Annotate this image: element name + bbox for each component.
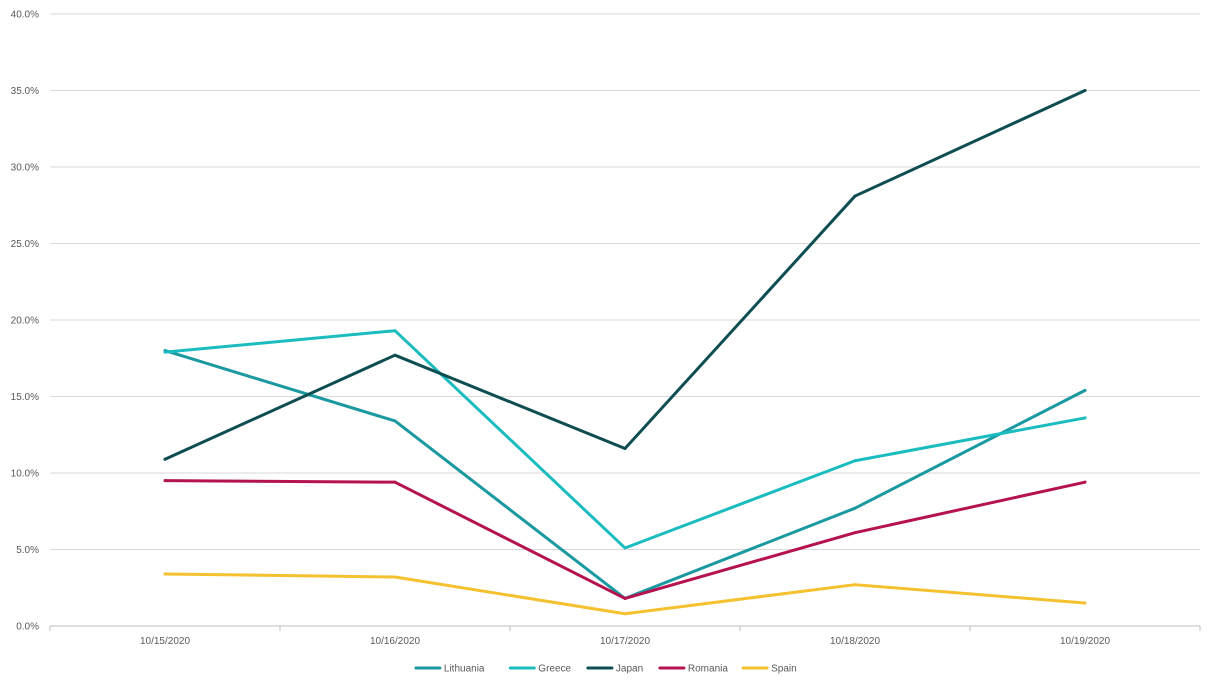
data-point-greece <box>853 459 857 463</box>
data-point-greece <box>1083 416 1087 420</box>
x-axis-ticks: 10/15/2020 10/16/2020 10/17/2020 10/18/2020… <box>140 636 1110 647</box>
data-point-japan <box>853 194 857 198</box>
data-point-greece <box>623 546 627 550</box>
x-tick-label: 10/18/2020 <box>830 636 880 647</box>
series-line-romania <box>163 479 1087 600</box>
data-point-romania <box>393 480 397 484</box>
data-point-spain <box>1083 601 1087 605</box>
series-layer <box>163 89 1087 616</box>
y-tick-label: 25.0% <box>11 239 39 250</box>
y-tick-label: 35.0% <box>11 86 39 97</box>
series-line-japan <box>163 89 1087 461</box>
legend-item-spain: Spain <box>741 664 797 675</box>
y-tick-label: 10.0% <box>11 469 39 480</box>
data-point-lithuania <box>393 419 397 423</box>
data-point-lithuania <box>853 506 857 510</box>
legend-item-japan: Japan <box>586 664 643 675</box>
x-tick-label: 10/19/2020 <box>1060 636 1110 647</box>
y-tick-label: 0.0% <box>16 622 39 633</box>
data-point-greece <box>163 350 167 354</box>
y-tick-label: 15.0% <box>11 392 39 403</box>
data-point-romania <box>853 531 857 535</box>
data-point-lithuania <box>1083 388 1087 392</box>
legend-label: Lithuania <box>444 664 485 675</box>
data-point-romania <box>623 596 627 600</box>
x-tick-label: 10/15/2020 <box>140 636 190 647</box>
legend-label: Japan <box>616 664 643 675</box>
data-point-japan <box>393 353 397 357</box>
y-tick-label: 20.0% <box>11 316 39 327</box>
x-tick-label: 10/16/2020 <box>370 636 420 647</box>
data-point-japan <box>1083 89 1087 92</box>
data-point-spain <box>853 583 857 587</box>
data-point-spain <box>393 575 397 579</box>
legend-item-lithuania: Lithuania <box>414 664 485 675</box>
legend-item-romania: Romania <box>658 664 728 675</box>
legend-label: Greece <box>538 664 571 675</box>
x-tick-label: 10/17/2020 <box>600 636 650 647</box>
data-point-romania <box>163 479 167 483</box>
y-tick-label: 40.0% <box>11 10 39 21</box>
grid-layer <box>49 13 1201 631</box>
y-tick-label: 5.0% <box>16 545 39 556</box>
legend-label: Romania <box>688 664 728 675</box>
data-point-japan <box>163 457 167 461</box>
legend: Lithuania Greece Japan Romania Spain <box>414 664 797 675</box>
series-line-spain <box>163 572 1087 616</box>
data-point-spain <box>163 572 167 576</box>
data-point-romania <box>1083 480 1087 484</box>
legend-label: Spain <box>771 664 797 675</box>
data-point-spain <box>623 612 627 616</box>
series-line-greece <box>163 329 1087 550</box>
data-point-japan <box>623 447 627 451</box>
y-tick-label: 30.0% <box>11 163 39 174</box>
data-point-greece <box>393 329 397 333</box>
y-axis-ticks: 0.0% 5.0% 10.0% 15.0% 20.0% 25.0% 30.0% 35.0% 40… <box>11 10 39 633</box>
legend-item-greece: Greece <box>508 664 572 675</box>
series-line-lithuania <box>163 349 1087 600</box>
